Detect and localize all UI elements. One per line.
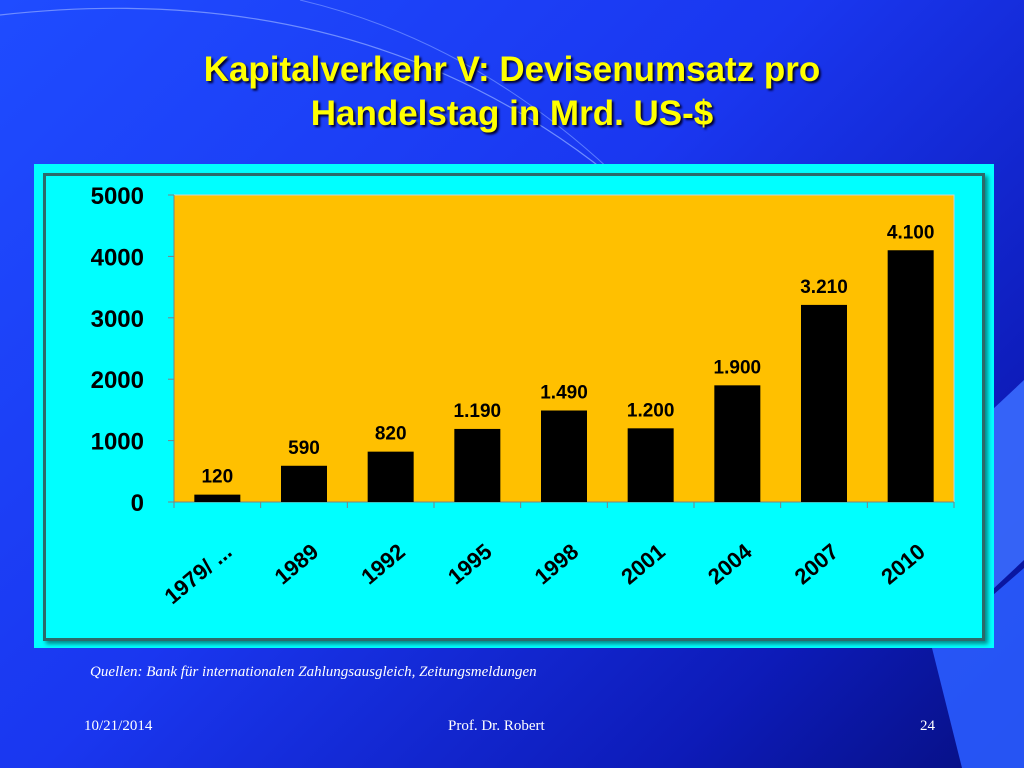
data-label: 1.190 [454,401,502,422]
bar [454,428,501,502]
y-tick-label: 3000 [91,306,144,333]
bar [281,465,327,502]
x-tick-label: 1979/ ... [160,539,237,609]
chart-border [43,173,985,641]
data-label: 1.900 [714,357,762,378]
slide-title-line-1: Kapitalverkehr V: Devisenumsatz pro [203,50,821,89]
data-label: 120 [201,467,233,488]
bar [541,410,587,502]
x-tick-label: 2010 [876,539,930,590]
y-tick-label: 5000 [91,183,144,210]
bar [887,250,934,502]
data-label: 590 [288,438,320,459]
x-tick-label: 1989 [270,539,324,590]
data-label: 4.100 [887,222,935,243]
footer-page-number: 24 [920,718,935,734]
bar-chart: 0 1000 2000 3000 4000 5000 120 1979/ ... 590 1989… [91,183,955,609]
y-tick-label: 2000 [91,367,144,394]
x-tick-label: 2007 [790,539,844,590]
x-tick-label: 2001 [616,539,670,590]
source-note: Quellen: Bank für internationalen Zahlun… [90,664,537,680]
x-tick-label: 2004 [703,538,757,589]
x-tick-label: 1992 [356,539,410,590]
footer-author: Prof. Dr. Robert [448,718,545,734]
slide-title: Kapitalverkehr V: Devisenumsatz pro Hand… [0,48,1024,136]
bar [801,304,847,502]
bar [714,385,761,502]
y-tick-label: 0 [131,490,144,517]
data-label: 1.200 [627,400,675,421]
y-tick-label: 4000 [91,244,144,271]
data-label: 820 [375,424,407,445]
y-tick-label: 1000 [91,429,144,456]
x-tick-label: 1995 [443,539,497,590]
bar [194,494,241,502]
data-label: 1.490 [540,383,588,404]
footer-date: 10/21/2014 [84,718,153,734]
bar [367,451,414,502]
chart-frame: 0 1000 2000 3000 4000 5000 120 1979/ ... 590 1989… [34,164,994,648]
x-tick-label: 1998 [530,539,584,590]
data-label: 3.210 [800,277,848,298]
slide-title-line-2: Handelstag in Mrd. US-$ [310,94,714,133]
bar [627,428,674,502]
